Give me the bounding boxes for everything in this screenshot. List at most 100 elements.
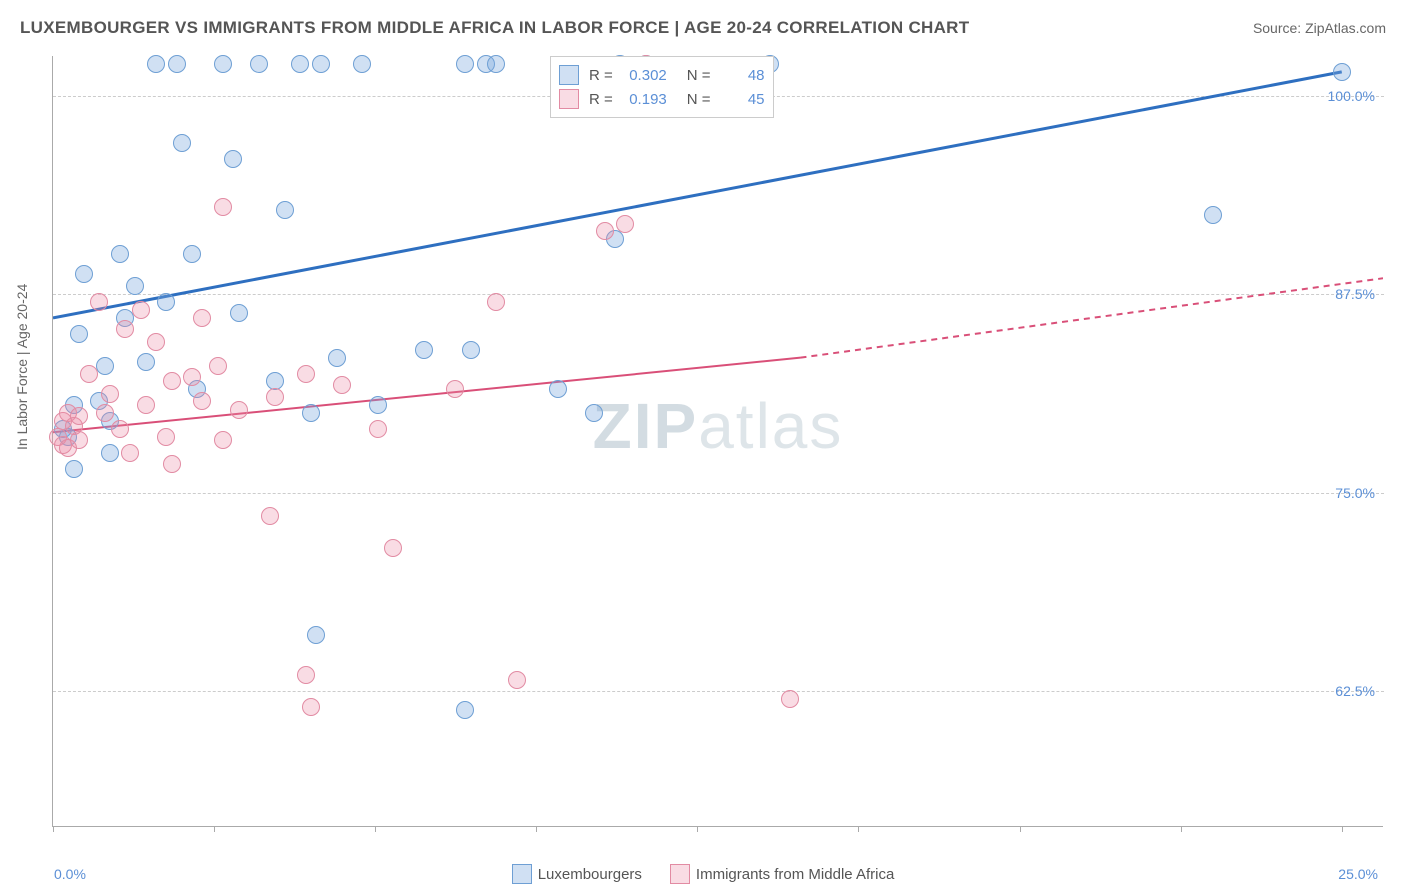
data-point (585, 404, 603, 422)
data-point (549, 380, 567, 398)
data-point (70, 407, 88, 425)
data-point (209, 357, 227, 375)
data-point (369, 420, 387, 438)
data-point (96, 404, 114, 422)
data-point (230, 304, 248, 322)
data-point (193, 309, 211, 327)
stat-n-label: N = (687, 67, 711, 84)
chart-header: LUXEMBOURGER VS IMMIGRANTS FROM MIDDLE A… (20, 18, 1386, 38)
data-point (157, 428, 175, 446)
data-point (101, 385, 119, 403)
data-point (70, 325, 88, 343)
data-point (266, 388, 284, 406)
data-point (193, 392, 211, 410)
legend-label: Luxembourgers (538, 866, 642, 883)
y-axis-label: In Labor Force | Age 20-24 (14, 284, 30, 450)
data-point (183, 368, 201, 386)
data-point (250, 55, 268, 73)
legend-swatch (512, 864, 532, 884)
data-point (183, 245, 201, 263)
data-point (1333, 63, 1351, 81)
data-point (116, 320, 134, 338)
data-point (163, 455, 181, 473)
data-point (1204, 206, 1222, 224)
data-point (446, 380, 464, 398)
data-point (291, 55, 309, 73)
data-point (163, 372, 181, 390)
data-point (96, 357, 114, 375)
stat-r-value: 0.193 (619, 91, 667, 108)
data-point (132, 301, 150, 319)
data-point (173, 134, 191, 152)
data-point (297, 365, 315, 383)
legend-label: Immigrants from Middle Africa (696, 866, 894, 883)
x-axis-min-label: 0.0% (54, 866, 86, 882)
data-point (70, 431, 88, 449)
data-point (137, 353, 155, 371)
y-tick-label: 62.5% (1335, 683, 1375, 699)
x-tick (858, 826, 859, 832)
y-tick-label: 100.0% (1328, 88, 1375, 104)
legend-swatch (670, 864, 690, 884)
data-point (147, 333, 165, 351)
x-tick (1342, 826, 1343, 832)
data-point (111, 245, 129, 263)
series-legend: Luxembourgers Immigrants from Middle Afri… (0, 864, 1406, 884)
data-point (302, 404, 320, 422)
data-point (487, 55, 505, 73)
gridline (53, 294, 1384, 295)
data-point (224, 150, 242, 168)
data-point (75, 265, 93, 283)
data-point (276, 201, 294, 219)
stats-legend-row: R =0.193N =45 (559, 87, 765, 111)
watermark: ZIPatlas (593, 389, 844, 463)
data-point (312, 55, 330, 73)
data-point (415, 341, 433, 359)
x-tick (1020, 826, 1021, 832)
scatter-plot-area: ZIPatlas 62.5%75.0%87.5%100.0% (52, 56, 1383, 827)
data-point (90, 293, 108, 311)
data-point (214, 55, 232, 73)
x-tick (697, 826, 698, 832)
gridline (53, 691, 1384, 692)
trend-lines (53, 56, 1383, 826)
gridline (53, 493, 1384, 494)
data-point (781, 690, 799, 708)
legend-swatch (559, 65, 579, 85)
stat-n-value: 48 (717, 67, 765, 84)
data-point (297, 666, 315, 684)
data-point (384, 539, 402, 557)
source-attribution: Source: ZipAtlas.com (1253, 20, 1386, 36)
x-tick (214, 826, 215, 832)
data-point (456, 701, 474, 719)
data-point (508, 671, 526, 689)
data-point (65, 460, 83, 478)
y-tick-label: 75.0% (1335, 485, 1375, 501)
data-point (462, 341, 480, 359)
stat-r-label: R = (589, 91, 613, 108)
legend-item: Luxembourgers (512, 864, 642, 884)
data-point (353, 55, 371, 73)
data-point (214, 431, 232, 449)
x-axis-max-label: 25.0% (1338, 866, 1378, 882)
data-point (126, 277, 144, 295)
stat-r-value: 0.302 (619, 67, 667, 84)
data-point (596, 222, 614, 240)
data-point (121, 444, 139, 462)
data-point (369, 396, 387, 414)
data-point (137, 396, 155, 414)
x-tick (1181, 826, 1182, 832)
stats-legend: R =0.302N =48R =0.193N =45 (550, 56, 774, 118)
legend-item: Immigrants from Middle Africa (670, 864, 894, 884)
data-point (168, 55, 186, 73)
data-point (616, 215, 634, 233)
data-point (157, 293, 175, 311)
data-point (147, 55, 165, 73)
data-point (456, 55, 474, 73)
x-tick (536, 826, 537, 832)
x-tick (53, 826, 54, 832)
data-point (80, 365, 98, 383)
data-point (111, 420, 129, 438)
data-point (302, 698, 320, 716)
data-point (261, 507, 279, 525)
